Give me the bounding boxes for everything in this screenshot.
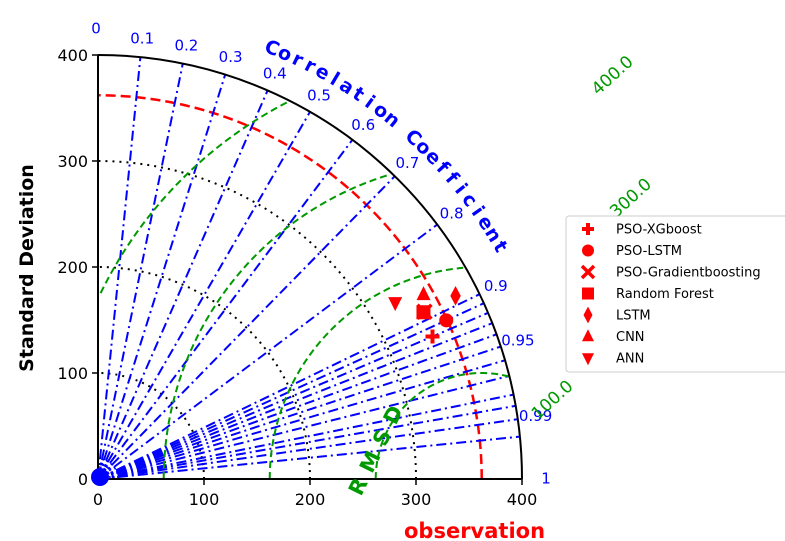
x-axis-label: observation [404,519,545,541]
correlation-tick-label: 0.7 [395,154,419,172]
correlation-tick-label: 0.5 [307,87,331,105]
correlation-line [97,333,497,480]
legend: PSO-XGboost PSO-LSTM PSO-Gradientboosting R… [565,215,785,373]
axes-layer: 00 100 100 200 200 300 300 400 400 [57,46,537,509]
correlation-line [97,57,142,480]
legend-entry-label: Random Forest [616,287,714,302]
y-tick-label: 0 [78,470,88,489]
correlation-line [97,74,227,480]
rmsd-tick-label: 400.0 [588,52,638,99]
point-random-forest [416,305,431,320]
legend-marker [582,244,594,257]
legend-entry-label: ANN [616,352,644,367]
correlation-tick-label: 0.1 [130,30,154,48]
origin-arc [97,458,119,480]
legend-marker [582,353,594,366]
correlation-tick-label: 0.3 [219,48,243,66]
y-tick-label: 100 [57,364,88,383]
point-ann [388,297,403,312]
x-tick-label: 400 [507,490,538,509]
correlation-line [97,293,481,480]
legend-entry-label: PSO-XGboost [616,223,702,238]
legend-marker [583,306,593,324]
y-axis-label: Standard Deviation [16,164,38,372]
correlation-tick-label: 0.95 [501,331,534,349]
legend-marker [582,287,594,300]
origin-arc [97,466,111,480]
legend-entry-label: CNN [616,330,645,345]
legend-box [565,215,785,373]
data-points [388,286,461,344]
correlation-tick-label: 0.99 [519,407,552,425]
x-tick-label: 300 [401,490,432,509]
rmsd-tick-label: 300.0 [606,175,656,222]
x-tick-label: 0 [93,490,103,509]
y-tick-label: 400 [57,46,88,65]
x-tick-label: 200 [295,490,326,509]
point-lstm [450,286,461,306]
legend-entry-label: LSTM [616,309,651,324]
reference-std-arc [97,94,483,480]
point-cnn [416,286,431,301]
rmsd-tick-label: 100.0 [528,377,578,424]
correlation-line [97,322,493,480]
point-pso-lstm [439,313,454,328]
x-tick-label: 100 [189,490,220,509]
rmsd-contour [162,173,390,480]
correlation-line [97,111,311,480]
y-tick-label: 200 [57,258,88,277]
correlation-line [97,359,506,480]
correlation-tick-label: 0.4 [263,64,287,82]
legend-marker [582,223,594,235]
correlation-line [97,63,184,480]
origin-arc [97,462,115,480]
correlation-tick-label: 0.2 [174,36,198,54]
legend-marker [582,329,594,342]
legend-entry-label: PSO-LSTM [616,244,682,259]
correlation-line [97,302,485,480]
correlation-tick-label: 1 [541,470,551,488]
correlation-tick-label: 0 [91,20,101,38]
legend-marker [580,264,596,280]
point-pso-xgboost [425,329,440,344]
origin-marker [91,468,109,486]
correlation-tick-label: 0.9 [484,277,508,295]
rmsd-contour [268,266,464,480]
correlation-lines: 00.1 0.20.30.40.50.60.70.80.90.950.991Cor… [91,20,552,488]
outer-arc [97,54,523,480]
correlation-tick-label: 0.8 [440,204,464,222]
rmsd-contour [99,100,290,294]
y-tick-label: 300 [57,152,88,171]
correlation-tick-label: 0.6 [351,116,375,134]
legend-entry-label: PSO-Gradientboosting [616,266,761,281]
